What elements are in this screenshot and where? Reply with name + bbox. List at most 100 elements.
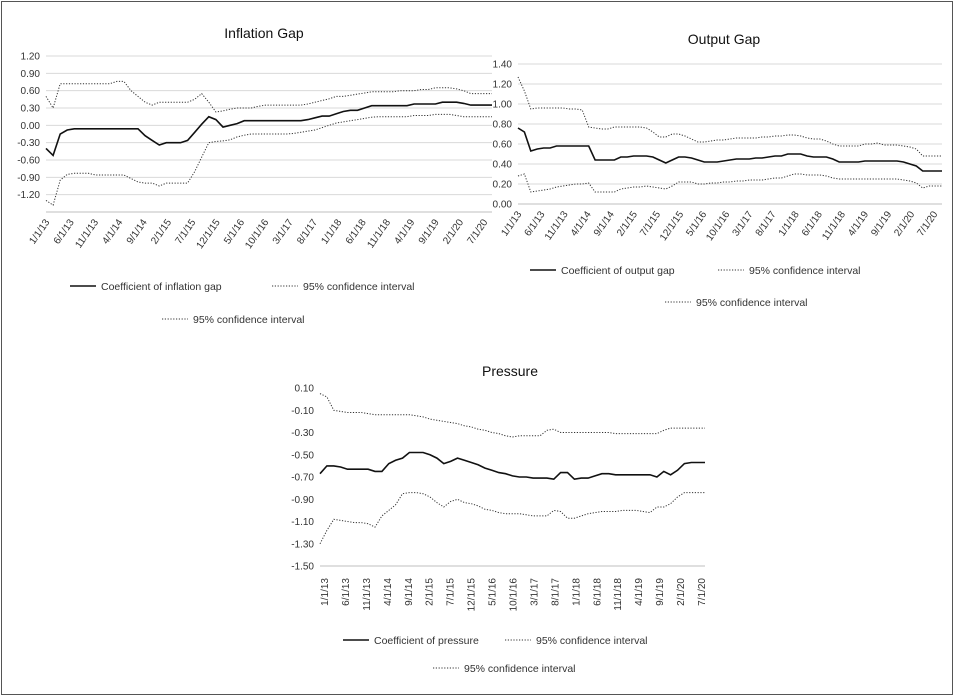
inflation-gap-chart: Inflation Gap 1.20 0.90 0.60 0.30 0.00 -0.30 -… <box>17 25 492 326</box>
y-tick-label: 0.10 <box>295 384 315 395</box>
legend-label: Coefficient of output gap <box>561 265 675 277</box>
x-tick-label: 4/1/14 <box>383 578 394 606</box>
x-tick-label: 11/1/18 <box>365 217 393 250</box>
x-tick-label: 9/1/14 <box>404 578 415 606</box>
x-tick-label: 6/1/13 <box>52 217 77 246</box>
chart-title: Pressure <box>482 363 538 379</box>
x-tick-label: 11/1/13 <box>543 209 571 242</box>
x-tick-label: 4/1/14 <box>569 209 594 238</box>
x-tick-label: 1/1/13 <box>320 578 331 606</box>
x-tick-label: 6/1/18 <box>592 578 603 606</box>
x-tick-label: 11/1/13 <box>362 578 373 611</box>
x-tick-label: 9/1/14 <box>125 217 150 246</box>
x-tick-label: 12/1/15 <box>658 209 686 243</box>
x-tick-label: 1/1/18 <box>571 578 582 606</box>
x-tick-label: 3/1/17 <box>271 217 296 246</box>
y-tick-label: 0.30 <box>21 104 41 115</box>
x-tick-label: 2/1/15 <box>149 217 174 246</box>
x-tick-label: 10/1/16 <box>243 217 271 251</box>
x-tick-label: 8/1/17 <box>754 209 779 238</box>
y-tick-label: 0.00 <box>493 200 513 211</box>
x-tick-label: 5/1/16 <box>488 578 499 606</box>
y-tick-label: -0.70 <box>291 473 314 484</box>
y-tick-label: 0.90 <box>21 69 41 80</box>
x-tick-label: 10/1/16 <box>509 578 520 612</box>
x-tick-label: 11/1/18 <box>820 209 848 242</box>
y-tick-label: 0.20 <box>493 180 513 191</box>
series-line-coefficient <box>517 127 942 172</box>
y-tick-label: -1.30 <box>291 539 314 550</box>
y-tick-label: -1.10 <box>291 517 314 528</box>
x-tick-label: 2/1/20 <box>441 217 466 246</box>
x-tick-label: 2/1/20 <box>676 578 687 606</box>
x-tick-label: 1/1/13 <box>27 217 52 246</box>
x-tick-label: 2/1/15 <box>615 209 640 238</box>
y-tick-label: 1.40 <box>493 60 513 71</box>
y-tick-label: 1.00 <box>493 100 513 111</box>
y-tick-label: 0.00 <box>21 121 41 132</box>
legend-label: Coefficient of pressure <box>374 635 479 647</box>
series-line-confidence-interval <box>517 76 942 157</box>
y-tick-label: 0.60 <box>21 86 41 97</box>
output-gap-chart: Output Gap 1.40 1.20 1.00 0.80 0.60 0.40 0.20 0… <box>493 31 942 309</box>
legend-label: 95% confidence interval <box>193 314 305 326</box>
x-tick-label: 1/1/18 <box>777 209 802 238</box>
y-tick-label: -0.30 <box>291 428 314 439</box>
series-line-coefficient <box>319 451 705 481</box>
series-line-confidence-interval <box>319 393 705 438</box>
series-line-confidence-interval <box>319 492 705 545</box>
legend-label: 95% confidence interval <box>464 663 576 675</box>
x-tick-label: 3/1/17 <box>731 209 756 238</box>
y-tick-label: 0.60 <box>493 140 513 151</box>
x-tick-label: 9/1/19 <box>655 578 666 606</box>
x-tick-label: 9/1/19 <box>417 217 442 246</box>
chart-title: Output Gap <box>688 31 761 47</box>
y-tick-label: 1.20 <box>493 80 513 91</box>
x-tick-label: 3/1/17 <box>529 578 540 606</box>
y-tick-label: -0.90 <box>291 495 314 506</box>
x-tick-label: 2/1/20 <box>892 209 917 238</box>
x-tick-label: 11/1/18 <box>613 578 624 611</box>
x-tick-label: 7/1/20 <box>915 209 940 238</box>
x-tick-label: 4/1/19 <box>634 578 645 606</box>
legend-label: 95% confidence interval <box>303 281 415 293</box>
x-tick-label: 1/1/13 <box>499 209 524 238</box>
legend-label: Coefficient of inflation gap <box>101 281 222 293</box>
y-tick-label: -1.50 <box>291 562 314 573</box>
chart-title: Inflation Gap <box>224 25 304 41</box>
legend-label: 95% confidence interval <box>749 265 861 277</box>
x-tick-label: 12/1/15 <box>195 217 223 251</box>
y-tick-label: 1.20 <box>21 52 41 63</box>
x-tick-label: 4/1/19 <box>392 217 417 246</box>
legend-label: 95% confidence interval <box>696 297 808 309</box>
x-tick-label: 7/1/20 <box>465 217 490 246</box>
x-tick-label: 4/1/19 <box>846 209 871 238</box>
y-tick-label: 0.40 <box>493 160 513 171</box>
y-tick-label: 0.80 <box>493 120 513 131</box>
x-tick-label: 9/1/19 <box>869 209 894 238</box>
series-line-coefficient <box>45 101 492 157</box>
y-tick-label: -0.90 <box>17 173 40 184</box>
legend-label: 95% confidence interval <box>536 635 648 647</box>
x-tick-label: 7/1/15 <box>173 217 198 246</box>
series-line-confidence-interval <box>45 80 492 113</box>
pressure-chart: Pressure 0.10 -0.10 -0.30 -0.50 -0.70 -0.90 -1… <box>291 363 708 675</box>
y-tick-label: -1.20 <box>17 190 40 201</box>
x-tick-label: 6/1/13 <box>341 578 352 606</box>
x-tick-label: 7/1/15 <box>446 578 457 606</box>
x-tick-label: 8/1/17 <box>550 578 561 606</box>
x-tick-label: 4/1/14 <box>100 217 125 246</box>
x-tick-label: 8/1/17 <box>295 217 320 246</box>
x-tick-label: 9/1/14 <box>592 209 617 238</box>
y-tick-label: -0.30 <box>17 138 40 149</box>
x-tick-label: 2/1/15 <box>425 578 436 606</box>
y-tick-label: -0.60 <box>17 156 40 167</box>
x-tick-label: 6/1/18 <box>344 217 369 246</box>
x-tick-label: 7/1/20 <box>697 578 708 606</box>
y-tick-label: -0.10 <box>291 406 314 417</box>
x-tick-label: 1/1/18 <box>319 217 344 246</box>
y-tick-label: -0.50 <box>291 450 314 461</box>
x-tick-label: 5/1/16 <box>222 217 247 246</box>
